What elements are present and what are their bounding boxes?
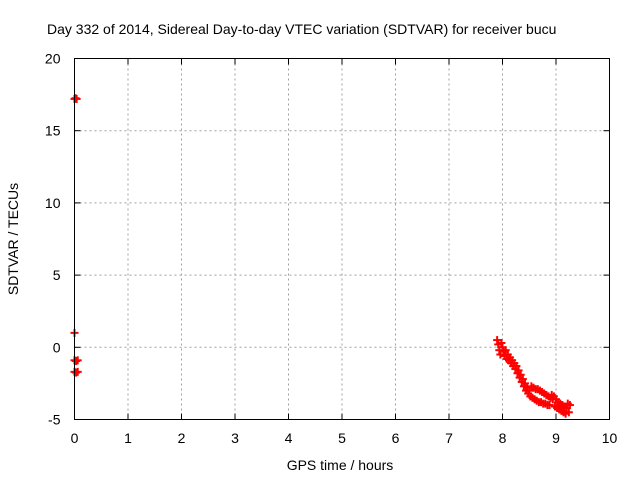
y-tick-label: 5: [53, 267, 61, 283]
data-point: [72, 94, 81, 103]
x-tick-label: 3: [231, 430, 239, 446]
x-tick-label: 2: [178, 430, 186, 446]
data-point: [520, 379, 529, 388]
y-tick-label: 15: [45, 123, 61, 139]
data-point: [514, 366, 523, 375]
data-point: [564, 408, 573, 417]
data-point: [501, 346, 510, 355]
x-tick-label: 10: [602, 430, 618, 446]
data-point: [73, 367, 82, 376]
data-point: [518, 375, 527, 384]
x-tick-label: 7: [445, 430, 453, 446]
data-point: [497, 338, 506, 347]
x-tick-label: 5: [338, 430, 346, 446]
data-point: [493, 336, 502, 345]
y-tick-label: 0: [53, 339, 61, 355]
x-tick-label: 8: [499, 430, 507, 446]
x-tick-label: 6: [392, 430, 400, 446]
x-tick-label: 4: [285, 430, 293, 446]
data-points: [70, 94, 574, 418]
y-axis-label: SDTVAR / TECUs: [5, 183, 21, 295]
x-axis-label: GPS time / hours: [287, 457, 394, 473]
chart-title: Day 332 of 2014, Sidereal Day-to-day VTE…: [47, 21, 556, 37]
data-point: [565, 401, 574, 410]
axis-ticks: [74, 58, 610, 420]
x-tick-label: 0: [71, 430, 79, 446]
x-tick-label: 9: [552, 430, 560, 446]
data-point: [545, 401, 554, 410]
y-tick-labels: -5 0 5 10 15 20: [45, 51, 61, 428]
y-tick-label: 20: [45, 51, 61, 67]
y-tick-label: -5: [48, 412, 61, 428]
data-point: [525, 386, 534, 395]
x-tick-labels: 0 1 2 3 4 5 6 7 8 9 10: [71, 430, 618, 446]
x-tick-label: 1: [124, 430, 132, 446]
y-tick-label: 10: [45, 195, 61, 211]
data-point: [512, 362, 521, 371]
data-point: [516, 370, 525, 379]
grid-lines: [74, 58, 610, 420]
data-point: [73, 356, 82, 365]
